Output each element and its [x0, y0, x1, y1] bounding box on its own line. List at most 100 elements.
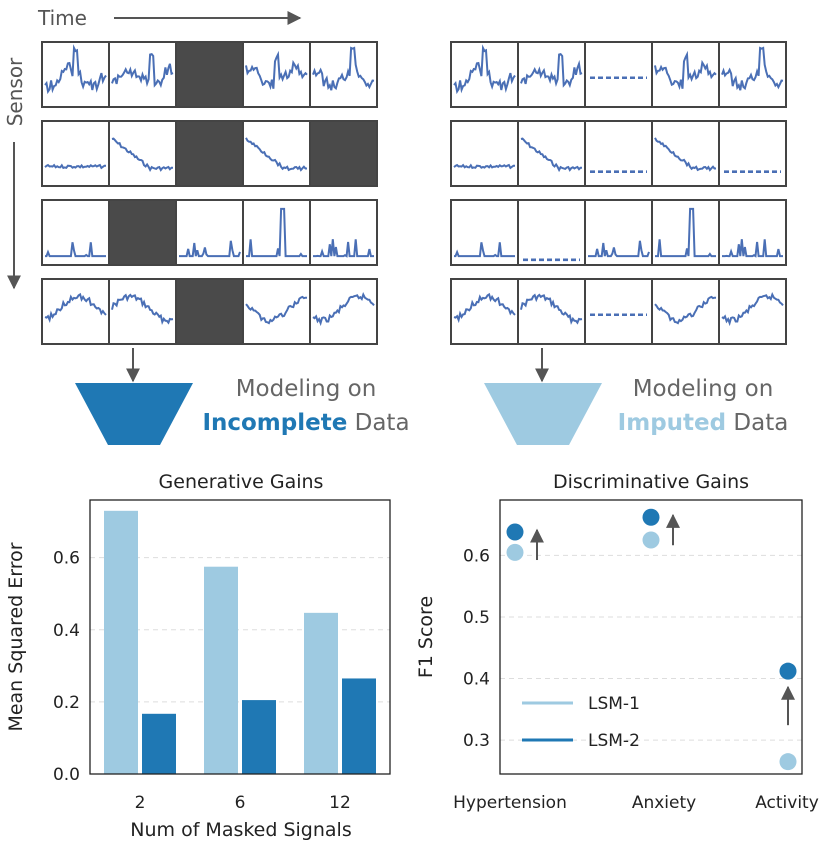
bar-chart-y-ticks: 0.0 0.2 0.4 0.6: [53, 549, 80, 785]
bar-chart-x-ticks: 2 6 12: [135, 793, 351, 813]
sensor-cell: [41, 278, 110, 345]
sensor-cell: [41, 120, 110, 187]
sensor-cell: [242, 120, 311, 187]
y-tick-label: 0.0: [53, 765, 80, 785]
sensor-signal-line: [44, 292, 107, 324]
right-caption-line2: Imputed Data: [618, 410, 789, 436]
sensor-signal-line: [111, 52, 174, 89]
sensor-cell: [651, 199, 720, 266]
sensor-signal-line: [111, 293, 174, 326]
sensor-cell: [450, 199, 519, 266]
dot-chart-frame: [499, 499, 803, 775]
dot-chart: Discriminative Gains 0.3 0.4 0.5 0.6 Hypert…: [415, 471, 819, 813]
bar: [304, 612, 338, 774]
sensor-signal-line: [453, 292, 516, 324]
y-tick-label: 0.5: [463, 608, 490, 628]
sensor-cell: [651, 41, 720, 108]
data-point: [642, 508, 660, 526]
incomplete-model-trapezoid: [75, 383, 193, 445]
dot-chart-title: Discriminative Gains: [553, 471, 749, 493]
bar: [204, 566, 238, 774]
dot-chart-points: [506, 508, 797, 771]
sensor-cell: [108, 41, 177, 108]
sensor-grid-incomplete: [41, 41, 378, 345]
x-tick-label: Activity: [755, 793, 819, 813]
bar: [242, 700, 276, 774]
data-point: [779, 662, 797, 680]
sensor-cell: [450, 41, 519, 108]
bar-chart-xlabel: Num of Masked Signals: [130, 819, 351, 841]
data-point: [642, 531, 660, 549]
sensor-signal-line: [44, 44, 107, 95]
sensor-cell: [517, 41, 586, 108]
sensor-signal-line: [654, 295, 717, 325]
sensor-signal-line: [520, 293, 583, 325]
sensor-signal-line: [520, 52, 583, 89]
sensor-cell: [108, 278, 177, 345]
sensor-cell: [242, 41, 311, 108]
data-point: [506, 523, 524, 541]
sensor-signal-line: [453, 44, 516, 95]
sensor-signal-line: [454, 242, 515, 258]
sensor-cell: [517, 278, 586, 345]
bar-chart-bars: [104, 510, 376, 774]
sensor-cell: [41, 41, 110, 108]
imputed-model-trapezoid: [484, 383, 602, 445]
y-tick-label: 0.6: [53, 549, 80, 569]
dot-chart-legend: LSM-1 LSM-2: [522, 694, 640, 751]
sensor-cell: [309, 41, 378, 108]
sensor-cell: [718, 278, 787, 345]
sensor-signal-line: [245, 50, 308, 91]
dot-chart-ylabel: F1 Score: [415, 596, 437, 678]
sensor-signal-line: [245, 295, 308, 325]
sensor-cell: [309, 199, 378, 266]
y-tick-label: 0.4: [53, 621, 80, 641]
sensor-signal-line: [655, 207, 716, 258]
sensor-cell: [651, 278, 720, 345]
y-tick-label: 0.2: [53, 693, 80, 713]
sensor-signal-line: [45, 242, 106, 258]
right-caption-line1: Modeling on: [633, 376, 774, 402]
left-caption-rest: Data: [347, 410, 409, 436]
sensor-signal-line: [246, 207, 307, 258]
sensor-signal-line: [245, 137, 307, 172]
dot-chart-gridlines: [500, 554, 802, 741]
sensor-cell: [450, 278, 519, 345]
sensor-cell: [175, 120, 244, 187]
sensor-signal-line: [312, 46, 375, 91]
bar-chart-gridlines: [90, 557, 390, 703]
dot-chart-y-ticks: 0.3 0.4 0.5 0.6: [463, 546, 490, 751]
x-tick-label: 12: [329, 793, 351, 813]
sensor-signal-line: [520, 137, 582, 173]
bar: [342, 678, 376, 774]
sensor-cell: [309, 120, 378, 187]
sensor-cell: [718, 41, 787, 108]
right-caption-rest: Data: [726, 410, 788, 436]
sensor-signal-line: [179, 240, 241, 258]
sensor-cell: [175, 41, 244, 108]
legend-label-lsm2: LSM-2: [588, 731, 640, 751]
sensor-label: Sensor: [3, 57, 27, 126]
sensor-signal-line: [111, 137, 173, 173]
sensor-cell: [718, 199, 787, 266]
y-tick-label: 0.6: [463, 546, 490, 566]
bar-chart: Generative Gains 0.0 0.2 0.4 0.6 2 6 12 Mean …: [5, 471, 391, 841]
x-tick-label: Hypertension: [453, 793, 567, 813]
x-tick-label: 6: [235, 793, 246, 813]
dot-chart-gain-arrows: [530, 513, 795, 726]
sensor-cell: [175, 199, 244, 266]
bar-chart-title: Generative Gains: [159, 471, 324, 493]
sensor-signal-line: [453, 163, 515, 170]
sensor-signal-line: [721, 46, 784, 91]
y-tick-label: 0.4: [463, 670, 490, 690]
sensor-signal-line: [722, 239, 783, 258]
sensor-signal-line: [44, 163, 106, 170]
sensor-cell: [584, 278, 653, 345]
sensor-cell: [309, 278, 378, 345]
right-caption-highlight: Imputed: [618, 410, 726, 436]
sensor-cell: [651, 120, 720, 187]
left-caption-line2: Incomplete Data: [202, 410, 409, 436]
sensor-signal-line: [588, 240, 650, 258]
sensor-cell: [242, 278, 311, 345]
